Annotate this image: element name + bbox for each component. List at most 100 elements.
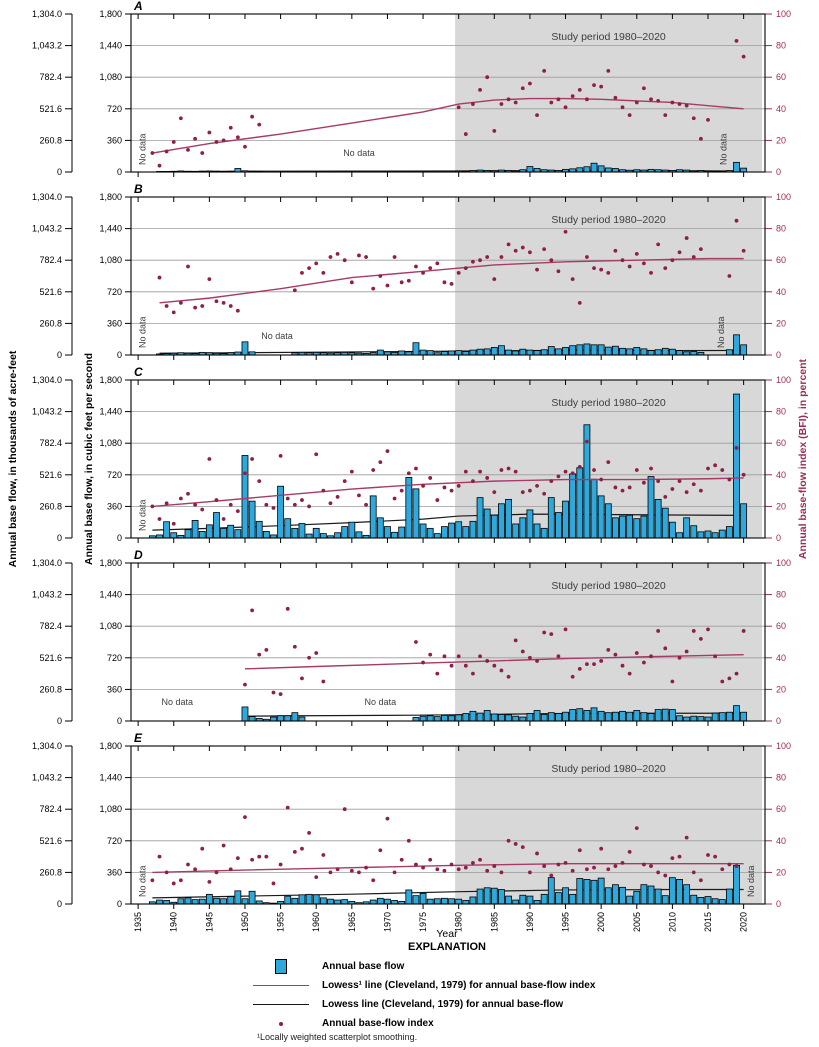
bfi-dot [321, 853, 326, 857]
annual-base-flow-bar [184, 529, 192, 539]
bfi-dot [641, 862, 646, 867]
annual-base-flow-bar [241, 898, 249, 905]
legend-symbol-cell [251, 959, 311, 974]
bfi-dot [691, 870, 696, 875]
annual-base-flow-bar [540, 893, 548, 905]
annual-base-flow-bar [298, 523, 306, 539]
bfi-dot [342, 479, 347, 484]
no-data-label: No data [716, 316, 726, 348]
annual-base-flow-bar [469, 710, 477, 722]
bfi-dot [307, 655, 311, 660]
left-axis-label-cfs: Annual base flow, in cubic feet per seco… [83, 353, 95, 565]
bfi-dot [549, 100, 554, 105]
bfi-dot [456, 483, 461, 488]
annual-base-flow-bar [676, 350, 683, 356]
bfi-tick-label: 20 [776, 135, 786, 145]
study-period-shade [455, 197, 762, 355]
annual-base-flow-bar [569, 473, 577, 539]
cfs-tick-label: 1,440 [99, 407, 122, 417]
annual-base-flow-bar [547, 346, 555, 356]
annual-base-flow-bar [519, 348, 527, 356]
bfi-dot [257, 122, 262, 127]
study-period-shade [455, 746, 762, 904]
annual-base-flow-bar [733, 161, 740, 173]
annual-base-flow-bar [469, 520, 477, 539]
annual-base-flow-bar [234, 529, 242, 539]
bfi-dot [378, 274, 383, 278]
annual-base-flow-bar [697, 716, 705, 722]
bfi-dot [670, 487, 675, 491]
bfi-dot [670, 258, 675, 263]
bfi-dot [257, 479, 262, 484]
bfi-dot [214, 870, 219, 875]
panel-letter: D [134, 548, 143, 562]
bfi-dot [171, 881, 176, 886]
legend-item-lowess-bfi: Lowess¹ line (Cleveland, 1979) for annua… [251, 976, 595, 995]
panel-B: 1,304.0 1,043.2 782.4 521.6 260.8 0 1,800 1,440… [32, 182, 791, 360]
cfs-tick-label: 1,080 [99, 438, 122, 448]
bfi-dot [349, 868, 354, 873]
x-tick-label: 2015 [703, 912, 713, 932]
x-tick-label: 1950 [240, 912, 250, 932]
bfi-dot [577, 465, 582, 469]
bfi-dot [592, 468, 596, 472]
annual-base-flow-bar [291, 712, 299, 722]
legend-symbol-cell [251, 985, 311, 986]
bfi-dot [563, 627, 568, 632]
bfi-dot [620, 488, 625, 493]
bfi-dot [150, 504, 155, 509]
annual-base-flow-bar [405, 477, 413, 539]
annual-base-flow-bar [412, 488, 420, 539]
annual-base-flow-bar [555, 713, 562, 722]
left-axis-label-acre-feet: Annual base flow, in thousands of acre-f… [7, 350, 19, 567]
annual-base-flow-bar [590, 344, 598, 356]
panel-frame [130, 745, 766, 905]
bfi-dot [243, 682, 247, 687]
annual-base-flow-bar [597, 710, 605, 722]
bfi-dot [228, 502, 233, 507]
bfi-dot [713, 654, 718, 659]
acre-feet-tick-label: 521.6 [39, 104, 62, 114]
bfi-dot [207, 879, 212, 884]
annual-base-flow-bar [733, 705, 740, 722]
legend-item-lowess-flow: Lowess line (Cleveland, 1979) for annual… [251, 995, 595, 1014]
annual-base-flow-bar [419, 523, 427, 539]
bfi-dot [563, 861, 568, 865]
annual-base-flow-bar [490, 347, 498, 356]
bfi-dot [577, 666, 582, 671]
bfi-tick-label: 60 [776, 255, 786, 265]
annual-base-flow-bar [433, 898, 441, 905]
annual-base-flow-bar [191, 520, 199, 539]
annual-base-flow-bar [433, 716, 441, 722]
lowess-bfi-line [152, 477, 744, 508]
bfi-dot [171, 521, 176, 526]
bfi-dot [634, 826, 639, 831]
bfi-dot [492, 277, 497, 282]
bfi-dot [264, 854, 269, 859]
cfs-tick-label: 720 [107, 653, 122, 663]
bfi-dot [228, 867, 233, 872]
annual-base-flow-bar [690, 525, 698, 539]
annual-base-flow-bar [505, 349, 512, 356]
bfi-dot [357, 493, 361, 498]
annual-base-flow-bar [205, 524, 213, 539]
annual-base-flow-bar [448, 522, 455, 539]
legend-item-bfi-dot: Annual base-flow index [251, 1014, 595, 1033]
panel-letter: C [134, 365, 143, 379]
bfi-dot [164, 870, 169, 875]
bfi-dot [250, 608, 255, 613]
bfi-dot [463, 469, 468, 474]
panel-frame [130, 562, 766, 722]
annual-base-flow-bar [490, 514, 498, 539]
annual-base-flow-bar [319, 533, 327, 539]
legend-symbol-cell [251, 1021, 311, 1026]
bfi-dot [285, 606, 290, 611]
annual-base-flow-bar [547, 877, 555, 905]
annual-base-flow-bar [668, 348, 676, 356]
bfi-dot [278, 692, 283, 697]
annual-base-flow-bar [220, 898, 228, 905]
annual-base-flow-bar [626, 895, 634, 905]
bfi-dot [556, 862, 561, 867]
bfi-dot [542, 630, 547, 635]
annual-base-flow-bar [569, 345, 577, 356]
